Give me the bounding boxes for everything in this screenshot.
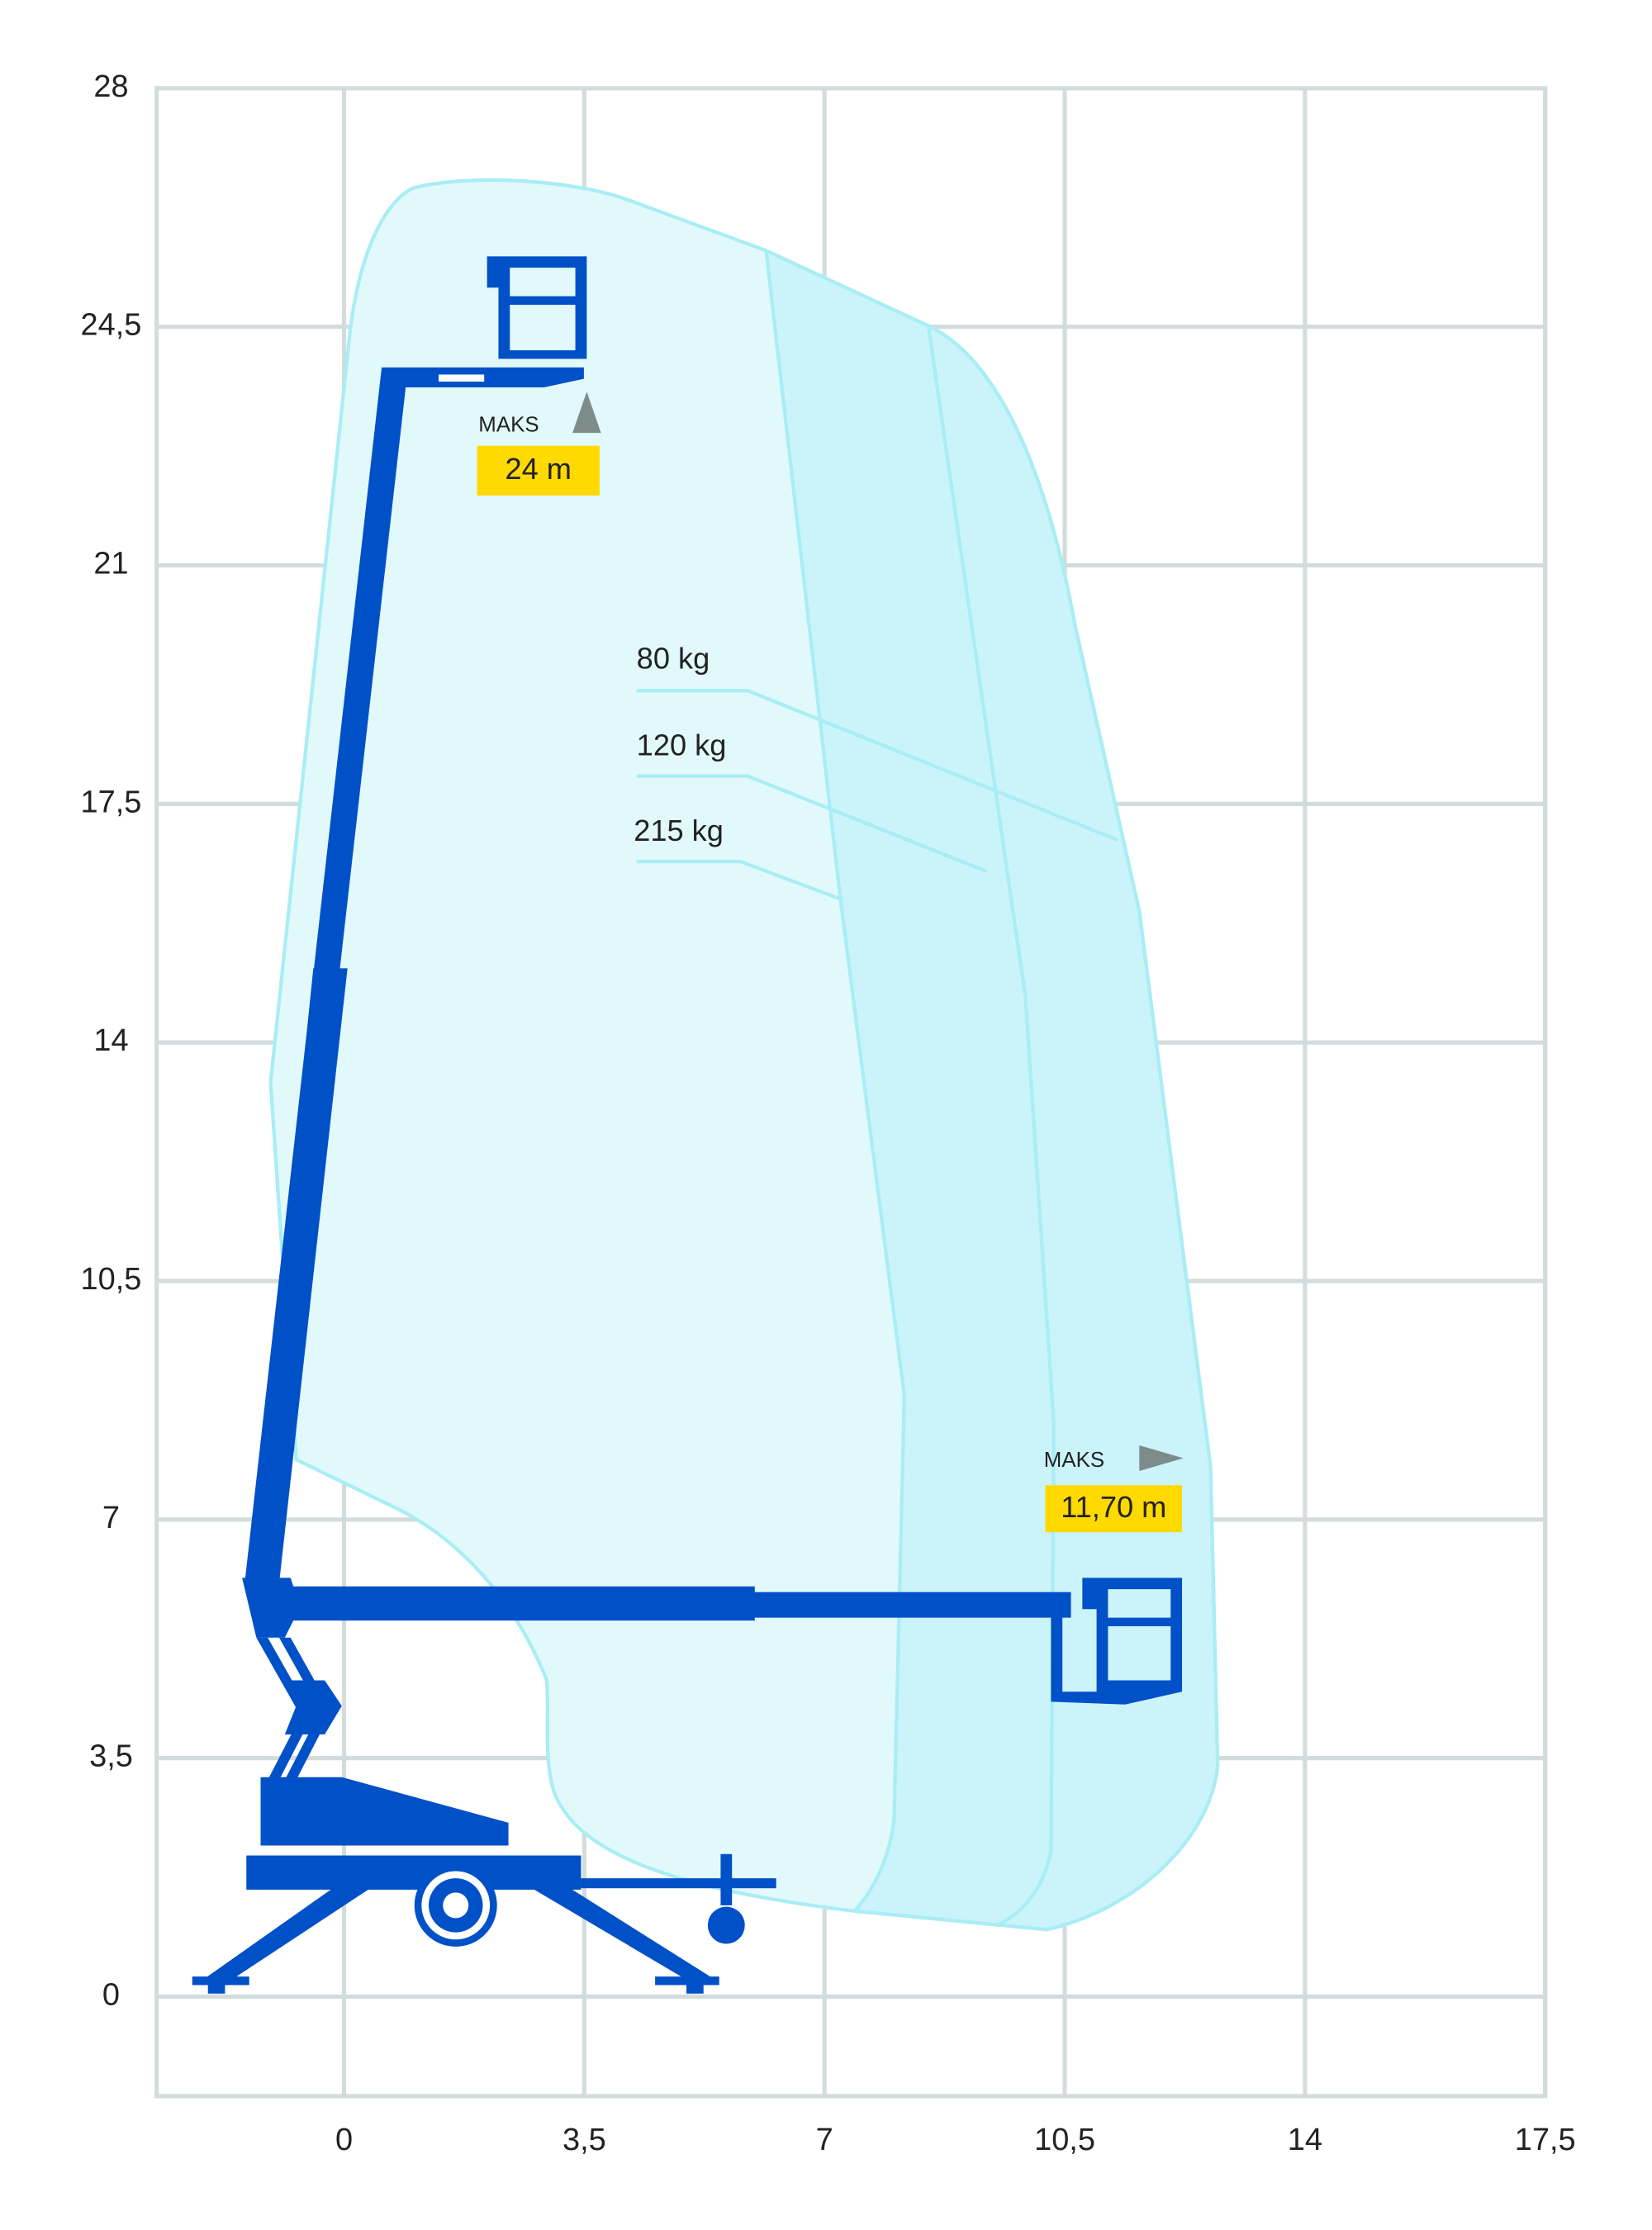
leader-line	[636, 689, 1119, 842]
lift-drawing	[192, 256, 1184, 1994]
max-height: 24 m	[505, 452, 571, 486]
leader-line	[636, 774, 988, 874]
max-label: MAKS	[1044, 1449, 1104, 1472]
y-tick-label: 0	[102, 1977, 120, 2012]
envelope-120kg	[927, 327, 1056, 1927]
leader-line	[636, 859, 844, 902]
y-tick-label: 3,5	[89, 1739, 133, 1774]
y-tick-label: 14	[93, 1023, 128, 1058]
x-tick-label: 17,5	[1515, 2123, 1576, 2157]
y-tick-label: 10,5	[81, 1262, 142, 1297]
x-tick-label: 3,5	[563, 2123, 606, 2157]
x-tick-label: 0	[335, 2123, 353, 2157]
y-tick-label: 28	[93, 69, 128, 104]
load-label: 120 kg	[637, 728, 727, 762]
max-outreach-box	[1045, 1485, 1183, 1533]
y-tick-label: 17,5	[81, 785, 142, 819]
max-outreach: 11,70 m	[1061, 1490, 1166, 1524]
y-tick-label: 24,5	[81, 308, 142, 343]
x-tick-label: 14	[1288, 2123, 1322, 2157]
y-tick-label: 7	[102, 1501, 120, 1535]
max-label: MAKS	[478, 413, 539, 436]
load-label: 215 kg	[634, 814, 724, 847]
x-tick-label: 7	[816, 2123, 833, 2157]
load-label: 80 kg	[637, 642, 710, 676]
max-height-box	[477, 445, 600, 496]
x-tick-label: 10,5	[1034, 2123, 1095, 2157]
y-tick-label: 21	[93, 547, 128, 581]
